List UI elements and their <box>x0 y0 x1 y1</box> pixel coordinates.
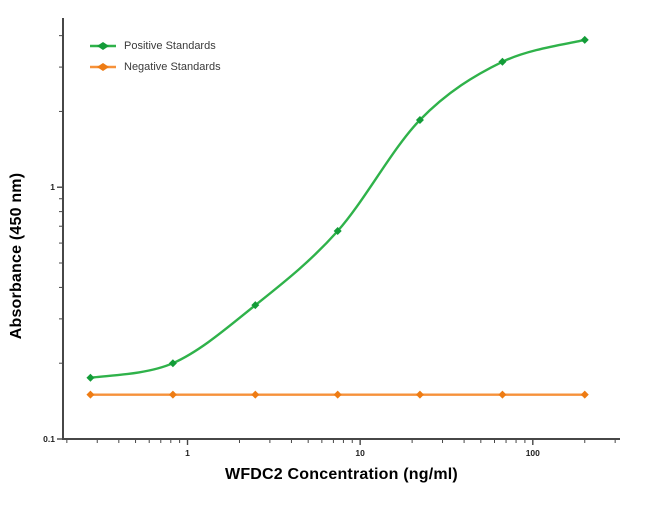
legend-item-negative-standards: Negative Standards <box>90 59 221 74</box>
svg-text:0.1: 0.1 <box>43 434 55 444</box>
svg-text:1: 1 <box>50 182 55 192</box>
y-axis-title: Absorbance (450 nm) <box>8 172 25 340</box>
svg-text:100: 100 <box>526 448 540 458</box>
legend-label-positive-standards: Positive Standards <box>124 39 216 52</box>
svg-text:10: 10 <box>355 448 365 458</box>
legend-item-positive-standards: Positive Standards <box>90 38 221 53</box>
legend-label-negative-standards: Negative Standards <box>124 60 221 73</box>
negative-standards-marker-icon <box>90 62 116 71</box>
svg-text:1: 1 <box>185 448 190 458</box>
x-axis-title: WFDC2 Concentration (ng/ml) <box>225 466 458 483</box>
positive-standards-marker-icon <box>90 41 116 50</box>
legend: Positive Standards Negative Standards <box>90 38 221 80</box>
